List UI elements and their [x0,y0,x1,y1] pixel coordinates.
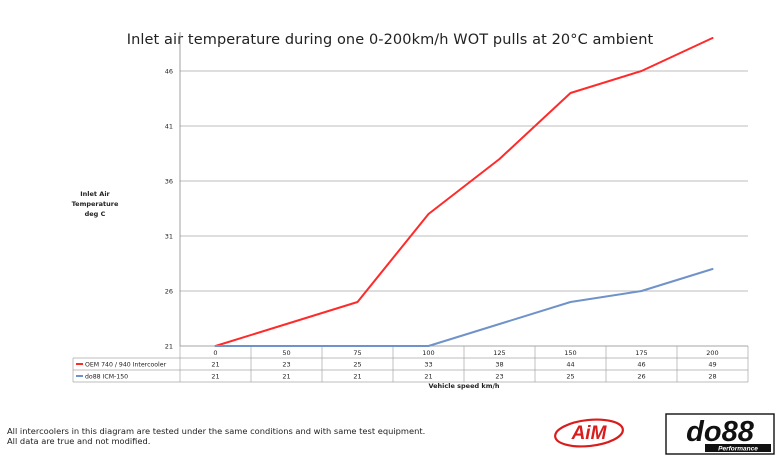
y-axis-label: Inlet Air Temperature deg C [50,189,140,219]
data-table-value: 21 [282,372,290,380]
footnote: All intercoolers in this diagram are tes… [7,426,425,446]
data-point [711,268,714,270]
x-tick-label: 100 [422,349,434,357]
series-line [214,37,714,347]
x-tick-label: 50 [282,349,290,357]
legend-label: OEM 740 / 940 Intercooler [85,361,167,368]
data-table-value: 23 [495,372,503,380]
data-table-value: 21 [211,360,219,368]
do88-logo-subtext: Performance [718,446,758,453]
y-axis-label-line: Inlet Air [80,190,110,198]
x-tick-label: 0 [213,349,217,357]
y-tick-label: 36 [165,177,173,185]
line-chart: 21 26 31 36 41 46 0 50 75 100 125 150 175 200 OEM 740 … [72,32,749,383]
data-point [285,323,288,325]
data-table-value: 46 [637,360,645,368]
series-line [214,268,714,347]
data-table-value: 21 [353,372,361,380]
data-table-value: 38 [495,360,503,368]
data-point [285,345,288,347]
aim-logo-text: AiM [571,423,608,444]
do88-logo-text: do88 [686,416,755,448]
y-tick-label: 41 [165,122,173,130]
y-tick-label: 31 [165,232,173,240]
footnote-line: All intercoolers in this diagram are tes… [7,426,426,436]
data-table-value: 26 [637,372,645,380]
y-tick-label: 21 [165,342,173,350]
chart-title: Inlet air temperature during one 0-200km… [126,32,654,48]
footnote-line: All data are true and not modified. [7,436,151,446]
data-table-value: 21 [211,372,219,380]
data-point [569,301,572,303]
data-point [214,345,217,347]
x-tick-label: 125 [493,349,505,357]
data-point [640,70,643,72]
data-table-value: 21 [424,372,432,380]
data-point [427,345,430,347]
data-point [356,345,359,347]
data-table-value: 25 [353,360,361,368]
y-tick-label: 46 [165,67,173,75]
legend-label: do88 ICM-150 [85,373,128,380]
do88-logo: do88 Performance [665,413,775,455]
data-table-value: 33 [424,360,432,368]
x-axis-label: Vehicle speed km/h [428,382,500,390]
data-point [640,290,643,292]
x-tick-label: 175 [635,349,647,357]
x-tick-label: 75 [353,349,361,357]
x-tick-label: 150 [564,349,576,357]
data-point [711,37,714,39]
data-point [498,323,501,325]
y-tick-label: 26 [165,287,173,295]
data-point [569,92,572,94]
data-table-value: 28 [708,372,716,380]
data-point [427,213,430,215]
data-point [356,301,359,303]
data-table-value: 25 [566,372,574,380]
y-axis-label-line: deg C [84,210,106,218]
y-axis-label-line: Temperature [71,200,119,208]
aim-logo: AiM [554,418,624,448]
data-table-value: 49 [708,360,716,368]
x-tick-label: 200 [706,349,718,357]
data-table-value: 23 [282,360,290,368]
data-point [498,158,501,160]
data-table-value: 44 [566,360,574,368]
